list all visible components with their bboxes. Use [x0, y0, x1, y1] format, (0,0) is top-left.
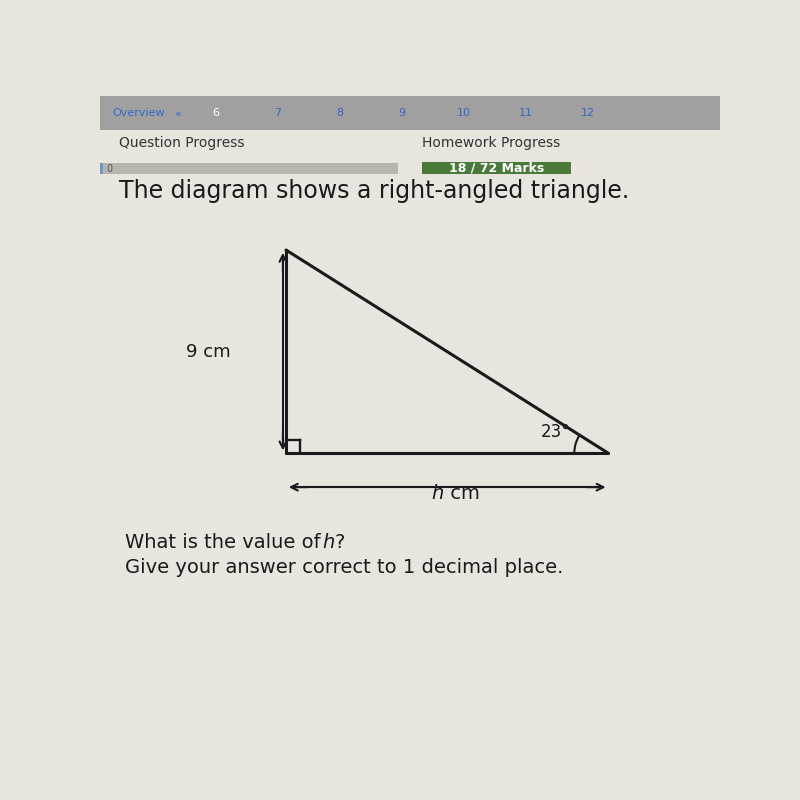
Text: ?: ?	[334, 533, 345, 552]
Bar	[422, 162, 571, 174]
Text: 9: 9	[398, 108, 406, 118]
Text: 0: 0	[106, 164, 112, 174]
Bar	[100, 96, 720, 130]
Text: 9 cm: 9 cm	[186, 342, 230, 361]
Text: h: h	[322, 533, 334, 552]
Text: 6: 6	[213, 108, 219, 118]
Text: 18 / 72 Marks: 18 / 72 Marks	[449, 162, 545, 174]
Bar	[100, 131, 720, 167]
Text: «: «	[174, 108, 182, 118]
Text: The diagram shows a right-angled triangle.: The diagram shows a right-angled triangl…	[118, 179, 629, 203]
Bar	[100, 163, 103, 174]
Text: Question Progress: Question Progress	[118, 137, 244, 150]
Text: cm: cm	[444, 484, 480, 503]
Text: 12: 12	[581, 108, 595, 118]
Bar	[100, 163, 398, 174]
Text: 23°: 23°	[541, 422, 570, 441]
Text: Give your answer correct to 1 decimal place.: Give your answer correct to 1 decimal pl…	[125, 558, 563, 577]
Text: 11: 11	[519, 108, 533, 118]
Text: Overview: Overview	[112, 108, 165, 118]
Text: 10: 10	[457, 108, 471, 118]
Text: 8: 8	[336, 108, 343, 118]
Text: h: h	[432, 484, 444, 503]
Text: Homework Progress: Homework Progress	[422, 137, 561, 150]
Bar	[202, 104, 230, 122]
Text: 7: 7	[274, 108, 282, 118]
Text: What is the value of: What is the value of	[125, 533, 326, 552]
